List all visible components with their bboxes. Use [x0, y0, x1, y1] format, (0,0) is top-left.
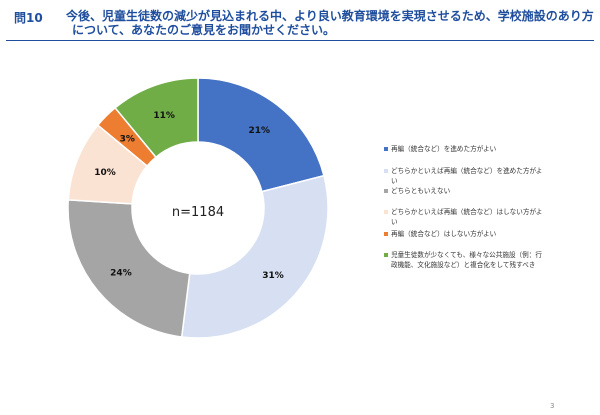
legend-swatch-4	[384, 210, 388, 214]
legend-label-5: 再編（統合など）はしない方がよい	[391, 230, 497, 238]
data-label-1: 21%	[249, 126, 271, 136]
page-number: 3	[550, 402, 555, 410]
legend-label-3: どちらともいえない	[391, 187, 451, 195]
legend-item-6: 児童生徒数が少なくても、様々な公共施設（例：行 政機能、文化施設など）と複合化を…	[384, 250, 594, 270]
legend-swatch-6	[384, 253, 388, 257]
donut-slice-3	[67, 199, 191, 338]
header-divider	[6, 40, 594, 41]
data-label-2: 31%	[262, 271, 284, 281]
donut-slice-6	[114, 77, 199, 159]
data-label-3: 24%	[110, 269, 132, 279]
legend-item-1: 再編（統合など）を進めた方がよい	[384, 144, 594, 154]
data-label-6: 11%	[153, 111, 175, 121]
legend-swatch-2	[384, 169, 388, 173]
legend-item-2: どちらかといえば再編（統合など）を進めた方がよ い	[384, 166, 594, 186]
question-text-line-1: 今後、児童生徒数の減少が見込まれる中、より良い教育環境を実現させるため、学校施設…	[66, 9, 594, 23]
donut-slice-1	[197, 77, 325, 193]
data-label-4: 10%	[94, 168, 116, 178]
question-text-line-2: について、あなたのご意見をお聞かせください。	[72, 23, 336, 37]
legend-item-4: どちらかといえば再編（統合など）はしない方がよ い	[384, 207, 594, 227]
legend-item-3: どちらともいえない	[384, 186, 594, 196]
legend-label-2: どちらかといえば再編（統合など）を進めた方がよ い	[391, 167, 543, 185]
legend-label-6: 児童生徒数が少なくても、様々な公共施設（例：行 政機能、文化施設など）と複合化を…	[391, 251, 542, 269]
legend-label-4: どちらかといえば再編（統合など）はしない方がよ い	[391, 208, 543, 226]
legend-swatch-5	[384, 232, 388, 236]
legend-label-1: 再編（統合など）を進めた方がよい	[391, 145, 497, 153]
donut-slices	[67, 77, 329, 339]
question-number: 問10	[14, 11, 43, 25]
legend-swatch-1	[384, 147, 388, 151]
donut-center-label: n=1184	[172, 205, 224, 220]
donut-slice-2	[180, 174, 329, 339]
legend-item-5: 再編（統合など）はしない方がよい	[384, 229, 594, 239]
legend-swatch-3	[384, 189, 388, 193]
data-label-5: 3%	[120, 134, 135, 144]
donut-data-labels: 21% 31% 24% 10% 3% 11%	[94, 111, 284, 281]
